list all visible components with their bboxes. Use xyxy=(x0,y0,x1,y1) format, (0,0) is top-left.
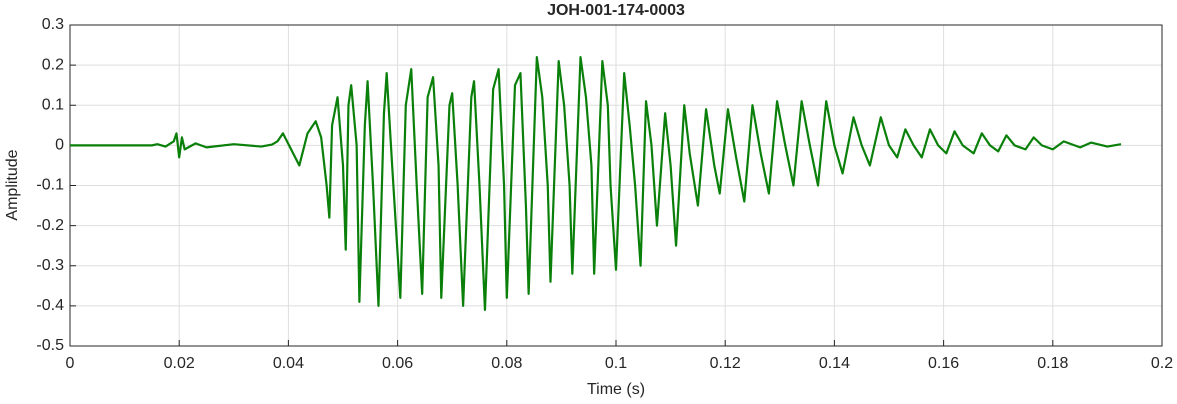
x-tick-label: 0.02 xyxy=(164,355,195,372)
y-tick-label: 0.3 xyxy=(42,16,64,33)
x-tick-label: 0.18 xyxy=(1037,355,1068,372)
chart-title: JOH-001-174-0003 xyxy=(547,2,685,19)
y-tick-label: 0.2 xyxy=(42,56,64,73)
y-tick-label: 0.1 xyxy=(42,96,64,113)
x-tick-label: 0.08 xyxy=(491,355,522,372)
x-tick-label: 0.16 xyxy=(928,355,959,372)
y-tick-label: -0.4 xyxy=(36,297,64,314)
plot-frame xyxy=(69,24,1163,347)
x-tick-label: 0.06 xyxy=(382,355,413,372)
x-tick-label: 0.1 xyxy=(605,355,627,372)
y-axis-label: Amplitude xyxy=(4,149,21,220)
x-tick-label: 0.14 xyxy=(819,355,850,372)
y-tick-label: -0.3 xyxy=(36,257,64,274)
y-tick-label: -0.1 xyxy=(36,177,64,194)
y-tick-label: -0.5 xyxy=(36,337,64,354)
x-tick-label: 0.04 xyxy=(273,355,304,372)
x-tick-label: 0.2 xyxy=(1151,355,1173,372)
y-tick-label: -0.2 xyxy=(36,217,64,234)
x-tick-label: 0 xyxy=(66,355,75,372)
x-tick-label: 0.12 xyxy=(710,355,741,372)
x-axis-label: Time (s) xyxy=(587,381,645,398)
y-tick-label: 0 xyxy=(55,137,64,154)
waveform-line xyxy=(70,56,1122,311)
